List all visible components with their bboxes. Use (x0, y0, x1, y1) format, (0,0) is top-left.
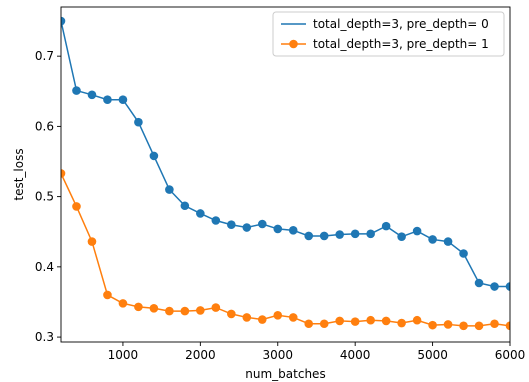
x-tick-label: 5000 (417, 348, 448, 362)
series-2-point (118, 299, 128, 308)
series-1-point (505, 282, 510, 291)
series-2-point (443, 320, 453, 329)
series-1-point (180, 201, 190, 211)
axes: 1000 2000 3000 4000 5000 6000 0.3 0.4 0.5 0.6 0.7 n… (12, 6, 526, 381)
series-1-point (227, 220, 236, 230)
series-1-point (196, 209, 205, 218)
series-2-point (381, 316, 391, 326)
series-2-point (288, 313, 298, 322)
series-2-point (165, 306, 174, 316)
series-2-point (196, 306, 205, 315)
series-2-point (227, 309, 236, 319)
series-1-point (428, 235, 437, 244)
series-2-point (103, 290, 112, 300)
y-tick-label: 0.5 (35, 190, 54, 204)
series-2-point (273, 311, 283, 320)
series-2-point (490, 319, 499, 329)
series-2-point (459, 321, 468, 331)
legend-label-1: total_depth=3, pre_depth= 0 (313, 17, 489, 31)
series-1-point (273, 224, 283, 234)
series-1-point (103, 95, 112, 104)
series-1-point (61, 16, 66, 26)
series-1-point (72, 86, 81, 95)
y-axis-label: test_loss (12, 148, 26, 200)
series-2-point (149, 303, 159, 313)
series-2-point (505, 321, 510, 331)
series-1-point (288, 226, 298, 235)
series-2-point (397, 318, 406, 328)
y-tick-label: 0.6 (35, 119, 54, 133)
series-2-point (134, 302, 143, 312)
series-1-point (335, 230, 344, 239)
series-1-point (412, 226, 422, 236)
series-1-point (257, 219, 267, 229)
series-1-point (443, 237, 453, 246)
series-1-point (134, 117, 143, 127)
series-1-point (319, 231, 329, 241)
series-2-point (350, 317, 360, 326)
series-1-point (118, 95, 128, 104)
series-1-point (397, 232, 406, 241)
series-2-point (211, 303, 221, 312)
x-axis-label: num_batches (245, 367, 325, 381)
series-1-point (381, 221, 391, 231)
series-1-point (474, 278, 484, 288)
x-tick-label: 1000 (108, 348, 139, 362)
series-2-point (72, 202, 81, 211)
series-2-point (366, 315, 375, 325)
series-1-point (149, 151, 159, 161)
series-line-1 (61, 20, 510, 288)
plot-area (61, 16, 510, 331)
y-tick-label: 0.4 (35, 260, 54, 274)
series-2-point (304, 319, 314, 329)
legend-marker (289, 39, 298, 49)
series-1-point (165, 185, 174, 194)
x-tick-label: 4000 (340, 348, 371, 362)
series-2-point (61, 169, 66, 178)
y-tick-label: 0.7 (35, 49, 54, 63)
series-1-point (304, 231, 314, 241)
series-2-point (428, 320, 437, 330)
legend-label-2: total_depth=3, pre_depth= 1 (313, 37, 489, 51)
series-1-point (490, 282, 499, 291)
series-1-point (242, 223, 252, 232)
series-2-point (87, 237, 97, 246)
series-1-point (87, 90, 97, 100)
series-2-point (319, 319, 329, 329)
series-2-point (257, 315, 267, 324)
series-line-2 (61, 173, 510, 327)
series-1-point (459, 249, 468, 258)
x-tick-label: 2000 (185, 348, 216, 362)
series-1-point (211, 216, 221, 225)
series-2-point (335, 316, 344, 326)
series-2-point (242, 313, 252, 322)
x-tick-label: 3000 (262, 348, 293, 362)
x-tick-label: 6000 (495, 348, 526, 362)
series-2-point (412, 315, 422, 325)
series-1-point (366, 229, 375, 239)
series-1-point (350, 229, 360, 239)
legend: total_depth=3, pre_depth= 0 total_depth=3… (272, 11, 505, 57)
legend-box (272, 11, 505, 57)
plot-frame (60, 6, 511, 343)
y-tick-label: 0.3 (35, 330, 54, 344)
series-2-point (180, 306, 190, 316)
series-2-point (474, 321, 484, 331)
